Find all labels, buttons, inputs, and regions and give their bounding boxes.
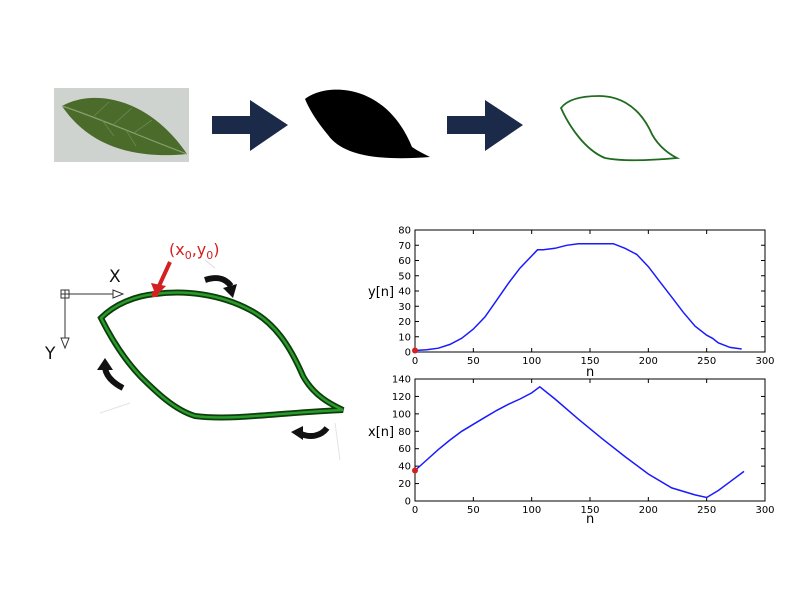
- y-tick-label: 20: [398, 317, 411, 328]
- start-point-label: (x0,y0): [169, 240, 220, 262]
- y-tick-label: 140: [392, 375, 411, 386]
- y-tick-label: 10: [398, 332, 411, 343]
- series-line: [414, 242, 742, 352]
- y-axis-label: Y: [44, 344, 56, 364]
- arrow-right-icon: [212, 100, 288, 151]
- chart-x-of-n: x[n] n 0 50 100 150 200 250 300 0 20 40 60 80 100 120…: [368, 375, 775, 528]
- y-tick-label: 50: [398, 271, 411, 282]
- y-tick-label: 80: [398, 226, 411, 237]
- chart-y-of-n: y[n] n 0 50 100 150 200 250 300 0 10 20 30 40 50 60 70…: [368, 226, 775, 381]
- coordinate-axes: [60, 289, 125, 350]
- x-axis-title: n: [586, 512, 594, 527]
- x-axis-label: X: [109, 267, 121, 287]
- y-tick-label: 120: [392, 392, 411, 403]
- x-tick-label: 200: [639, 356, 658, 367]
- x-tick-label: 150: [580, 356, 599, 367]
- leaf-image: [61, 97, 188, 156]
- leaf-contour: [559, 95, 681, 162]
- plot-frame: [414, 378, 766, 502]
- y-tick-label: 60: [398, 444, 411, 455]
- x-tick-label: 100: [522, 356, 541, 367]
- x-tick-label: 250: [697, 356, 716, 367]
- curved-arrow-clockwise-icon: [204, 275, 237, 298]
- x-tick-label: 0: [412, 505, 418, 516]
- curved-arrow-clockwise-icon: [97, 358, 125, 391]
- y-tick-label: 100: [392, 409, 411, 420]
- y-tick-label: 30: [398, 302, 411, 313]
- start-marker: [412, 347, 418, 354]
- leaf-photo: [54, 88, 189, 162]
- y-axis-title: x[n]: [368, 425, 394, 440]
- y-tick-label: 40: [398, 462, 411, 473]
- y-tick-label: 20: [398, 479, 411, 490]
- y-tick-label: 40: [398, 287, 411, 298]
- curved-arrow-clockwise-icon: [291, 426, 330, 440]
- x-tick-label: 50: [467, 505, 480, 516]
- arrow-right-icon: [447, 100, 523, 151]
- y-axis-title: y[n]: [368, 285, 394, 300]
- y-tick-label: 60: [398, 256, 411, 267]
- y-tick-label: 0: [405, 497, 411, 508]
- y-tick-label: 80: [398, 427, 411, 438]
- x-axis-title: n: [586, 365, 594, 380]
- start-point-marker: [152, 291, 158, 297]
- x-tick-label: 300: [755, 505, 774, 516]
- x-tick-label: 300: [755, 356, 774, 367]
- x-tick-label: 50: [467, 356, 480, 367]
- start-marker: [412, 467, 418, 474]
- x-tick-label: 0: [412, 356, 418, 367]
- y-tick-label: 70: [398, 241, 411, 252]
- signal-charts: y[n] n 0 50 100 150 200 250 300010203040506070…: [368, 226, 775, 528]
- traced-contour: [97, 289, 345, 421]
- leaf-silhouette: [305, 89, 430, 159]
- x-tick-label: 100: [522, 505, 541, 516]
- y-tick-label: 0: [405, 348, 411, 359]
- x-tick-label: 250: [697, 505, 716, 516]
- series-line: [414, 385, 745, 499]
- contour-diagram: X Y (x0,y0): [44, 240, 345, 461]
- x-tick-label: 150: [580, 505, 599, 516]
- x-tick-label: 200: [639, 505, 658, 516]
